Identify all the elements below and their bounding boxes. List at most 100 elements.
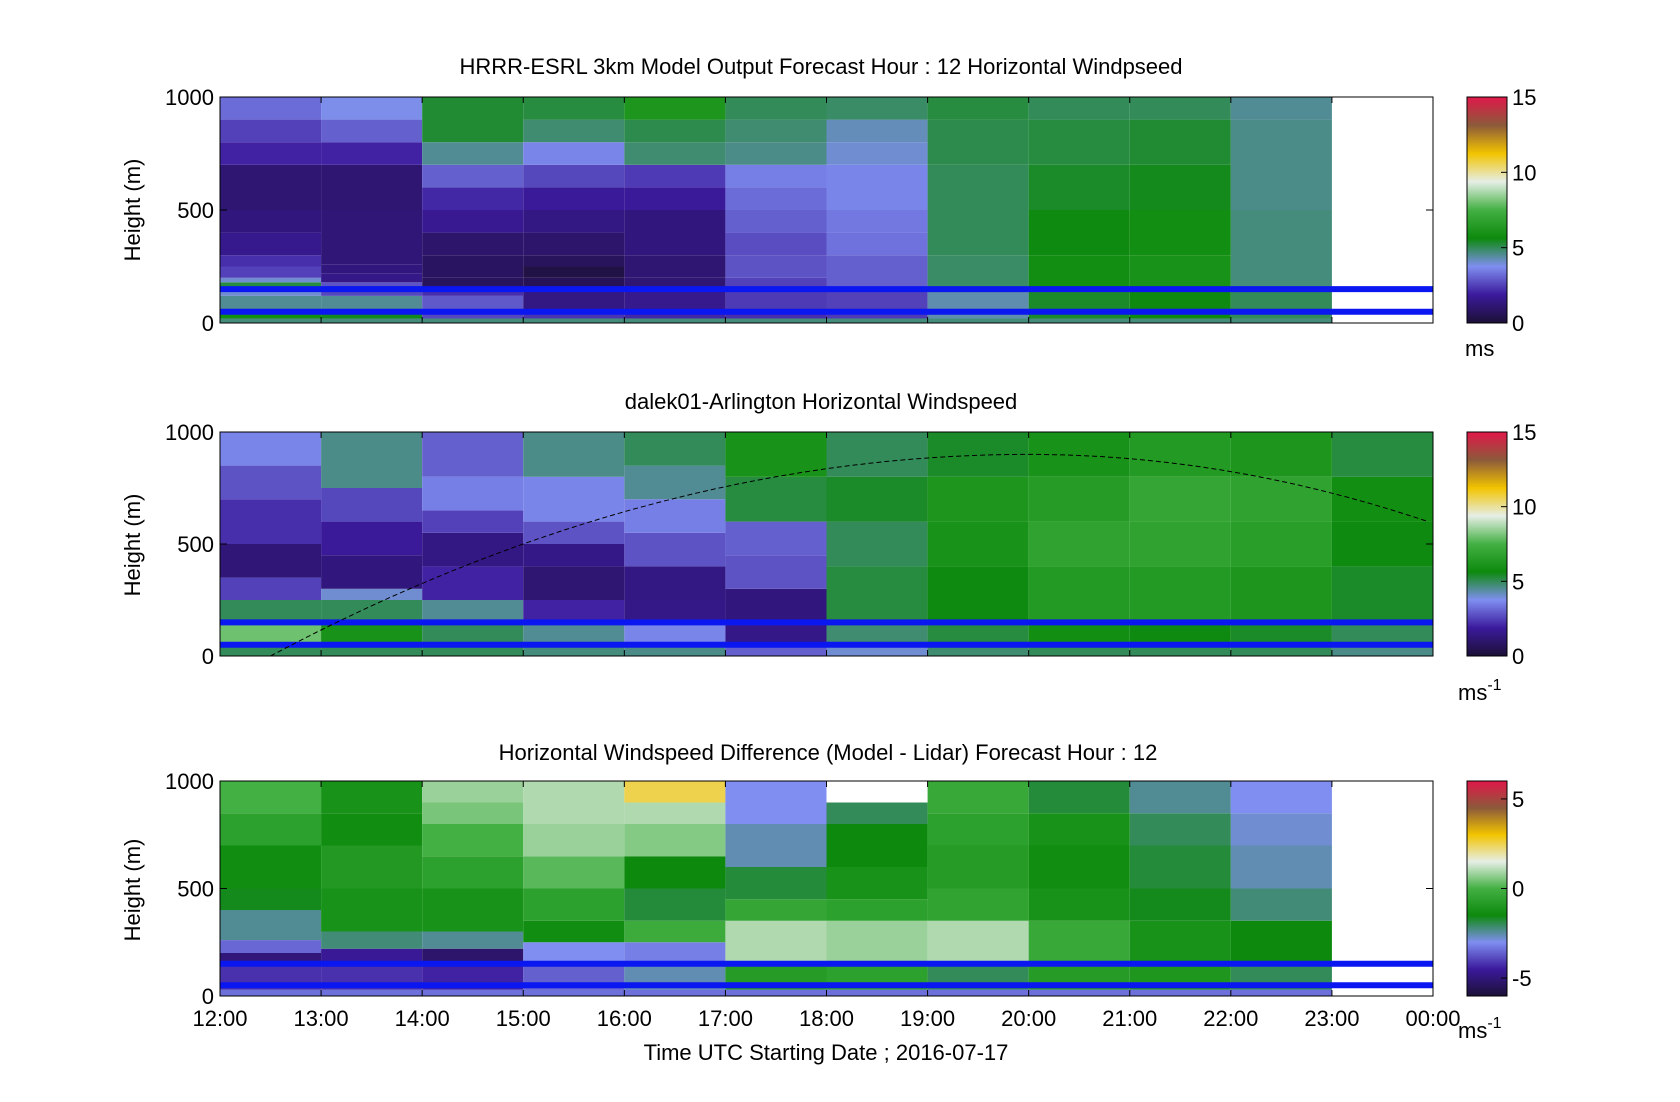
heatmap-cell xyxy=(523,97,625,120)
heatmap-cell xyxy=(321,622,423,645)
panel-model-windspeed: HRRR-ESRL 3km Model Output Forecast Hour… xyxy=(120,54,1536,361)
heatmap-cell xyxy=(1028,210,1130,256)
heatmap-cell xyxy=(220,577,322,600)
colorbar-tick-label: 0 xyxy=(1512,644,1524,669)
colorbar-tick-label: 15 xyxy=(1512,420,1536,445)
reference-lines xyxy=(220,286,1433,315)
heatmap-cell xyxy=(523,566,625,600)
colorbar-tick-label: 0 xyxy=(1512,877,1524,902)
colorbar-2-exponent: -1 xyxy=(1487,677,1501,694)
y-tick-label: 500 xyxy=(177,198,214,223)
heatmap-cell xyxy=(321,318,423,323)
panel-3-ylabel: Height (m) xyxy=(120,839,145,942)
heatmap-cells xyxy=(220,97,1332,323)
reference-lines xyxy=(220,619,1433,648)
heatmap-cell xyxy=(624,119,726,143)
heatmap-cell xyxy=(422,187,524,210)
heatmap-cell xyxy=(624,164,726,188)
heatmap-cell xyxy=(422,931,524,949)
heatmap-cell xyxy=(523,888,625,921)
heatmap-cell xyxy=(927,888,1029,921)
y-axis-ticks: 0 500 1000 xyxy=(165,85,1433,336)
heatmap-cell xyxy=(1129,119,1231,165)
heatmap-cell xyxy=(220,266,322,278)
heatmap-cell xyxy=(826,97,928,120)
heatmap-cell xyxy=(624,566,726,600)
heatmap-cell xyxy=(220,289,322,296)
heatmap-cell xyxy=(321,813,423,846)
heatmap-cell xyxy=(422,566,524,600)
heatmap-cell xyxy=(927,255,1029,290)
heatmap-cell xyxy=(220,295,322,310)
heatmap-cell xyxy=(523,164,625,188)
y-tick-label: 0 xyxy=(202,984,214,1009)
heatmap-cell xyxy=(624,465,726,500)
colorbar: 0 5 10 15 xyxy=(1466,85,1536,336)
heatmap-cell xyxy=(624,802,726,824)
heatmap-cell xyxy=(1230,566,1332,623)
heatmap-cell xyxy=(624,644,726,656)
heatmap-cell xyxy=(321,644,423,656)
heatmap-cell xyxy=(523,432,625,477)
heatmap-cell xyxy=(725,289,827,310)
x-tick-label: 22:00 xyxy=(1203,1006,1258,1031)
heatmap-cell xyxy=(1230,989,1332,996)
heatmap-cell xyxy=(1028,97,1130,120)
x-tick-label: 13:00 xyxy=(294,1006,349,1031)
heatmap-cell xyxy=(1028,476,1130,522)
heatmap-cell xyxy=(422,97,524,143)
heatmap-cell xyxy=(725,232,827,256)
heatmap-cell xyxy=(927,119,1029,165)
heatmap-cell xyxy=(523,476,625,522)
heatmap-cell xyxy=(826,255,928,290)
heatmap-cell xyxy=(1028,255,1130,290)
heatmap-cell xyxy=(321,119,423,143)
heatmap-cell xyxy=(1129,644,1231,656)
heatmap-cell xyxy=(321,142,423,165)
panel-1-ylabel: Height (m) xyxy=(120,159,145,262)
heatmap-cell xyxy=(624,600,726,623)
heatmap-cell xyxy=(1129,989,1231,996)
heatmap-cell xyxy=(321,432,423,488)
heatmap-cell xyxy=(1331,476,1433,522)
heatmap-cell xyxy=(321,313,423,319)
heatmap-cell xyxy=(523,824,625,857)
heatmap-cell xyxy=(1331,622,1433,645)
heatmap-cell xyxy=(321,488,423,522)
heatmap-cell xyxy=(321,555,423,589)
heatmap-cell xyxy=(220,845,322,889)
heatmap-cell xyxy=(321,164,423,210)
heatmap-cell xyxy=(927,521,1029,567)
y-tick-label: 1000 xyxy=(165,85,214,110)
heatmap-cell xyxy=(624,210,726,256)
x-axis-ticks xyxy=(219,97,1434,323)
x-tick-label: 14:00 xyxy=(395,1006,450,1031)
heatmap-cell xyxy=(422,600,524,623)
heatmap-cell xyxy=(523,644,625,656)
heatmap-cell xyxy=(826,142,928,165)
heatmap-cell xyxy=(826,164,928,210)
y-tick-label: 1000 xyxy=(165,420,214,445)
heatmap-cell xyxy=(220,119,322,143)
heatmap-cell xyxy=(220,97,322,120)
heatmap-cell xyxy=(927,164,1029,256)
heatmap-cell xyxy=(1028,813,1130,846)
heatmap-cell xyxy=(523,318,625,323)
x-axis-ticks xyxy=(219,432,1434,656)
x-axis-tick-labels: 12:00 13:00 14:00 15:00 16:00 17:00 18:00 19:00… xyxy=(192,1006,1460,1031)
heatmap-cell xyxy=(523,920,625,943)
x-tick-label: 12:00 xyxy=(192,1006,247,1031)
heatmap-cell xyxy=(624,856,726,889)
heatmap-cell xyxy=(220,465,322,500)
heatmap-cell xyxy=(1028,164,1130,210)
heatmap-cell xyxy=(523,942,625,964)
heatmap-cell xyxy=(1230,476,1332,522)
heatmap-cell xyxy=(321,97,423,120)
heatmap-cell xyxy=(523,781,625,824)
heatmap-cell xyxy=(1230,622,1332,645)
heatmap-cell xyxy=(220,255,322,267)
panel-2-title: dalek01-Arlington Horizontal Windspeed xyxy=(625,389,1018,414)
heatmap-cell xyxy=(1230,210,1332,290)
heatmap-cell xyxy=(523,544,625,567)
colorbar-tick-label: 5 xyxy=(1512,569,1524,594)
